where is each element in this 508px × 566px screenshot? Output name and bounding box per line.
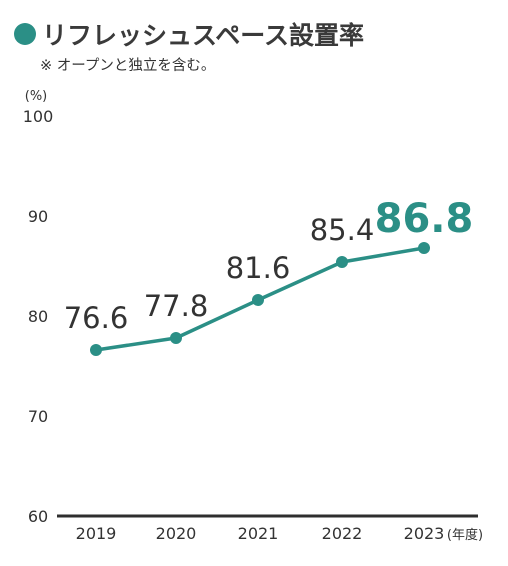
title-row: リフレッシュスペース設置率 <box>14 16 494 52</box>
y-axis-unit: (%) <box>25 89 48 104</box>
chart-note: ※ オープンと独立を含む。 <box>40 58 216 74</box>
y-tick-label: 70 <box>28 407 48 426</box>
x-axis: 2019 2020 2021 2022 2023 (年度) <box>57 514 483 543</box>
data-point <box>418 242 430 254</box>
x-axis-unit: (年度) <box>447 527 483 543</box>
data-label: 77.8 <box>144 289 209 323</box>
data-label: 86.8 <box>375 196 474 242</box>
x-tick-label: 2022 <box>322 524 363 543</box>
y-tick-label: 80 <box>28 307 48 326</box>
x-tick-label: 2021 <box>238 524 279 543</box>
x-tick-label: 2020 <box>156 524 197 543</box>
data-label: 85.4 <box>310 213 375 247</box>
data-point <box>90 344 102 356</box>
y-axis: (%) 60 70 80 90 100 <box>23 89 54 526</box>
data-point <box>170 332 182 344</box>
y-tick-label: 100 <box>23 107 54 126</box>
data-label: 81.6 <box>226 251 291 285</box>
x-tick-label: 2019 <box>76 524 117 543</box>
data-label: 76.6 <box>64 301 129 335</box>
title-bullet-icon <box>14 23 36 45</box>
data-labels: 76.6 77.8 81.6 85.4 86.8 <box>64 196 474 335</box>
series <box>90 242 430 356</box>
chart-header: リフレッシュスペース設置率 ※ オープンと独立を含む。 <box>14 16 494 86</box>
y-tick-label: 60 <box>28 507 48 526</box>
chart-title: リフレッシュスペース設置率 <box>42 21 365 50</box>
x-tick-label: 2023 <box>404 524 445 543</box>
y-tick-label: 90 <box>28 207 48 226</box>
data-point <box>252 294 264 306</box>
data-point <box>336 256 348 268</box>
